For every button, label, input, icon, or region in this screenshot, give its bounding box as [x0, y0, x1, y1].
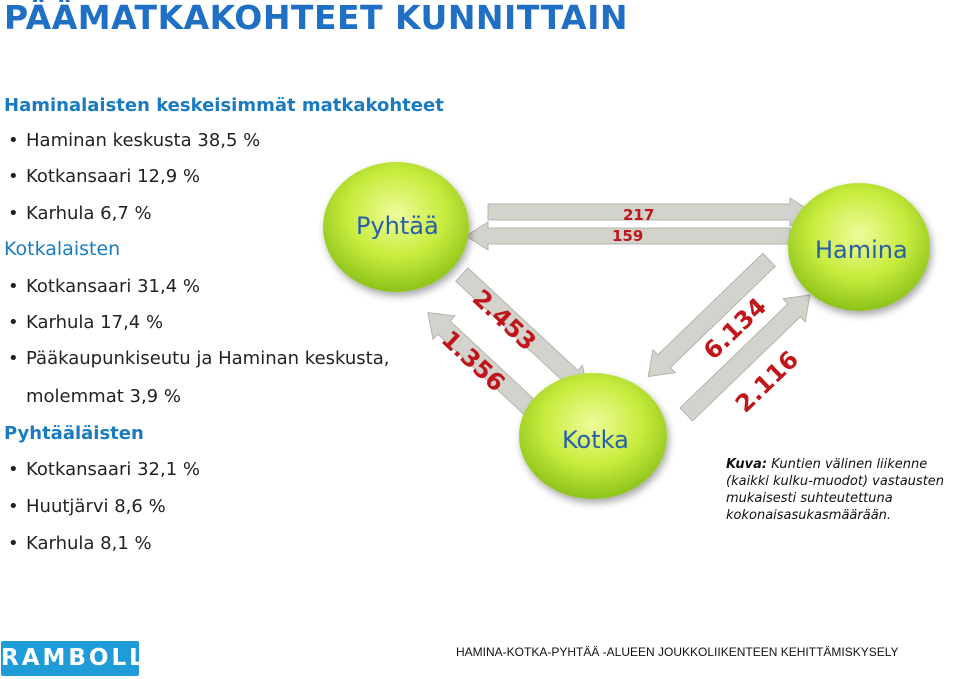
- list-item: • Karhula 8,1 %: [8, 533, 152, 554]
- arrow-hamina-to-kotka: [647, 252, 777, 378]
- list-item: • Kotkansaari 32,1 %: [8, 459, 200, 480]
- node-kotka: [519, 373, 667, 499]
- section-heading-pyhtaalaiset: Pyhtääläisten: [4, 423, 144, 444]
- list-item: • Karhula 6,7 %: [8, 203, 152, 224]
- section-heading-haminalaiset: Haminalaisten keskeisimmät matkakohteet: [4, 95, 444, 116]
- node-label-kotka: Kotka: [562, 426, 629, 454]
- page-title: PÄÄMATKAKOHTEET KUNNITTAIN: [4, 0, 628, 37]
- list-item-continuation: molemmat 3,9 %: [26, 386, 181, 407]
- node-hamina: [788, 183, 930, 311]
- list-item: • Pääkaupunkiseutu ja Haminan keskusta,: [8, 348, 390, 369]
- node-label-hamina: Hamina: [815, 236, 908, 264]
- figure-caption: Kuva: Kuntien välinen liikenne (kaikki k…: [726, 456, 954, 524]
- caption-text: Kuntien välinen liikenne (kaikki kulku-m…: [726, 457, 945, 523]
- list-item: • Huutjärvi 8,6 %: [8, 496, 166, 517]
- section-heading-kotkalaiset: Kotkalaisten: [4, 238, 121, 260]
- list-item: • Kotkansaari 31,4 %: [8, 276, 200, 297]
- flow-value-pyhtaa-hamina-top: 217: [623, 206, 655, 224]
- footer-text: HAMINA-KOTKA-PYHTÄÄ -ALUEEN JOUKKOLIIKEN…: [456, 645, 899, 659]
- arrow-hamina-to-pyhtaa: [465, 221, 791, 251]
- list-item: • Haminan keskusta 38,5 %: [8, 130, 261, 151]
- flow-value-pyhtaa-hamina-bottom: 159: [612, 227, 644, 245]
- caption-label: Kuva:: [726, 457, 768, 472]
- list-item: • Karhula 17,4 %: [8, 312, 164, 333]
- ramboll-logo: RAMBOLL: [1, 641, 144, 676]
- arrow-kotka-to-hamina: [679, 294, 811, 422]
- node-label-pyhtaa: Pyhtää: [356, 212, 439, 240]
- list-item: • Kotkansaari 12,9 %: [8, 166, 200, 187]
- node-pyhtaa: [323, 162, 469, 292]
